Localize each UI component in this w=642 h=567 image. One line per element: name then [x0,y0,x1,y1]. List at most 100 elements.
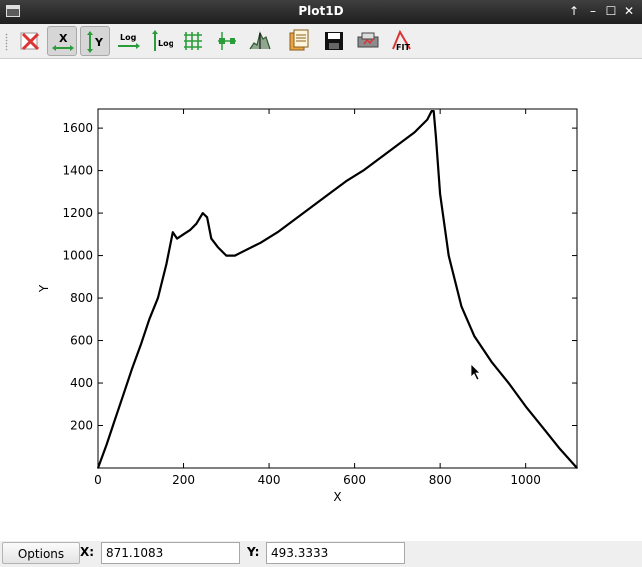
histogram-icon [249,31,271,50]
print-button[interactable] [353,26,383,56]
svg-text:Log: Log [158,39,173,48]
close-icon[interactable]: ✕ [623,4,635,18]
data-point [176,237,178,240]
data-point [210,237,213,240]
data-point [473,335,476,338]
data-point [225,254,228,257]
data-point [206,216,208,219]
x-coord-label: X: [80,545,95,559]
autoscale-y-button[interactable]: Y [80,26,110,56]
save-icon [325,32,343,50]
window-title: Plot1D [298,4,344,18]
y-tick-label: 1600 [62,121,93,135]
minimize-icon[interactable]: – [590,4,596,18]
data-point [97,467,99,469]
reset-zoom-icon [20,32,40,51]
y-axis-label: Y [37,284,51,293]
up-arrow-icon[interactable]: ↑ [568,4,580,18]
data-point [122,392,125,395]
copy-icon [289,29,309,51]
data-point [362,169,364,172]
svg-text:FIT: FIT [396,43,410,52]
data-point [242,250,245,253]
data-point [276,231,279,234]
data-point [396,144,399,146]
maximize-icon[interactable]: ☐ [605,4,617,18]
log-y-icon: Log [152,30,173,51]
data-point [559,448,561,450]
data-point [426,118,429,121]
x-tick-label: 600 [343,473,366,487]
y-tick-label: 600 [70,334,93,348]
reset-zoom-button[interactable] [15,26,45,56]
histogram-button[interactable] [245,26,275,56]
data-point [105,443,108,446]
autoscale-x-icon: X [52,32,74,51]
data-point [328,193,330,195]
data-point [576,467,578,469]
data-point [507,382,510,384]
svg-text:Y: Y [94,36,104,49]
log-y-button[interactable]: Log [146,26,176,56]
data-point [148,318,151,321]
data-point [447,254,450,257]
autoscale-y-icon: Y [87,31,104,53]
data-point [430,110,433,112]
grid-button[interactable] [179,26,209,56]
window-icon [6,5,20,17]
data-point [201,212,204,214]
print-icon [357,32,379,48]
x-axis-label: X [333,490,341,504]
data-point [259,242,262,244]
log-x-icon: Log [118,33,140,49]
plot-svg[interactable]: 0 200 400 600 800 1000 200 400 600 800 1000 1200 140… [0,59,642,541]
y-tick-label: 800 [70,291,93,305]
data-point [439,193,441,195]
log-x-button[interactable]: Log [113,26,143,56]
toolbar: X Y Log Log [0,24,642,59]
data-point [435,135,437,138]
data-point [172,231,174,234]
data-point [165,263,168,265]
fit-button[interactable]: FIT [387,26,417,56]
plot-area[interactable]: 0 200 400 600 800 1000 200 400 600 800 1000 1200 140… [0,59,642,541]
svg-text:Log: Log [120,33,137,42]
data-point [379,157,382,159]
data-point [524,405,527,408]
plot-frame [97,108,578,469]
save-button[interactable] [319,26,349,56]
x-tick-label: 200 [172,473,195,487]
y-coord-field[interactable]: 493.3333 [266,542,405,564]
y-coord-label: Y: [247,545,260,559]
fit-icon: FIT [392,29,411,52]
x-coord-field[interactable]: 871.1083 [101,542,240,564]
data-point [114,418,116,420]
title-bar: Plot1D ↑ – ☐ ✕ [0,0,642,24]
data-point [234,254,236,257]
y-tick-label: 400 [70,376,93,390]
data-point [189,229,191,231]
data-point [345,180,347,183]
data-point [460,305,463,308]
data-point [131,367,134,369]
data-point [195,222,198,225]
data-point [311,205,313,208]
options-button[interactable]: Options [2,542,80,564]
x-tick-label: 1000 [510,473,541,487]
data-point [293,218,296,221]
autoscale-x-button[interactable]: X [47,26,77,56]
data-point [182,233,185,236]
data-point [413,131,416,134]
data-point [490,360,493,363]
y-tick-label: 200 [70,419,93,433]
copy-button[interactable] [284,26,314,56]
y-tick-label: 1400 [62,164,93,178]
svg-text:X: X [59,32,68,45]
toolbar-grip[interactable] [5,33,8,51]
status-bar: Options X: 871.1083 Y: 493.3333 [0,541,642,567]
x-tick-label: 0 [94,473,102,487]
data-point [541,426,544,429]
x-tick-label: 400 [258,473,281,487]
y-tick-label: 1200 [62,206,93,220]
curve-style-button[interactable] [212,26,242,56]
